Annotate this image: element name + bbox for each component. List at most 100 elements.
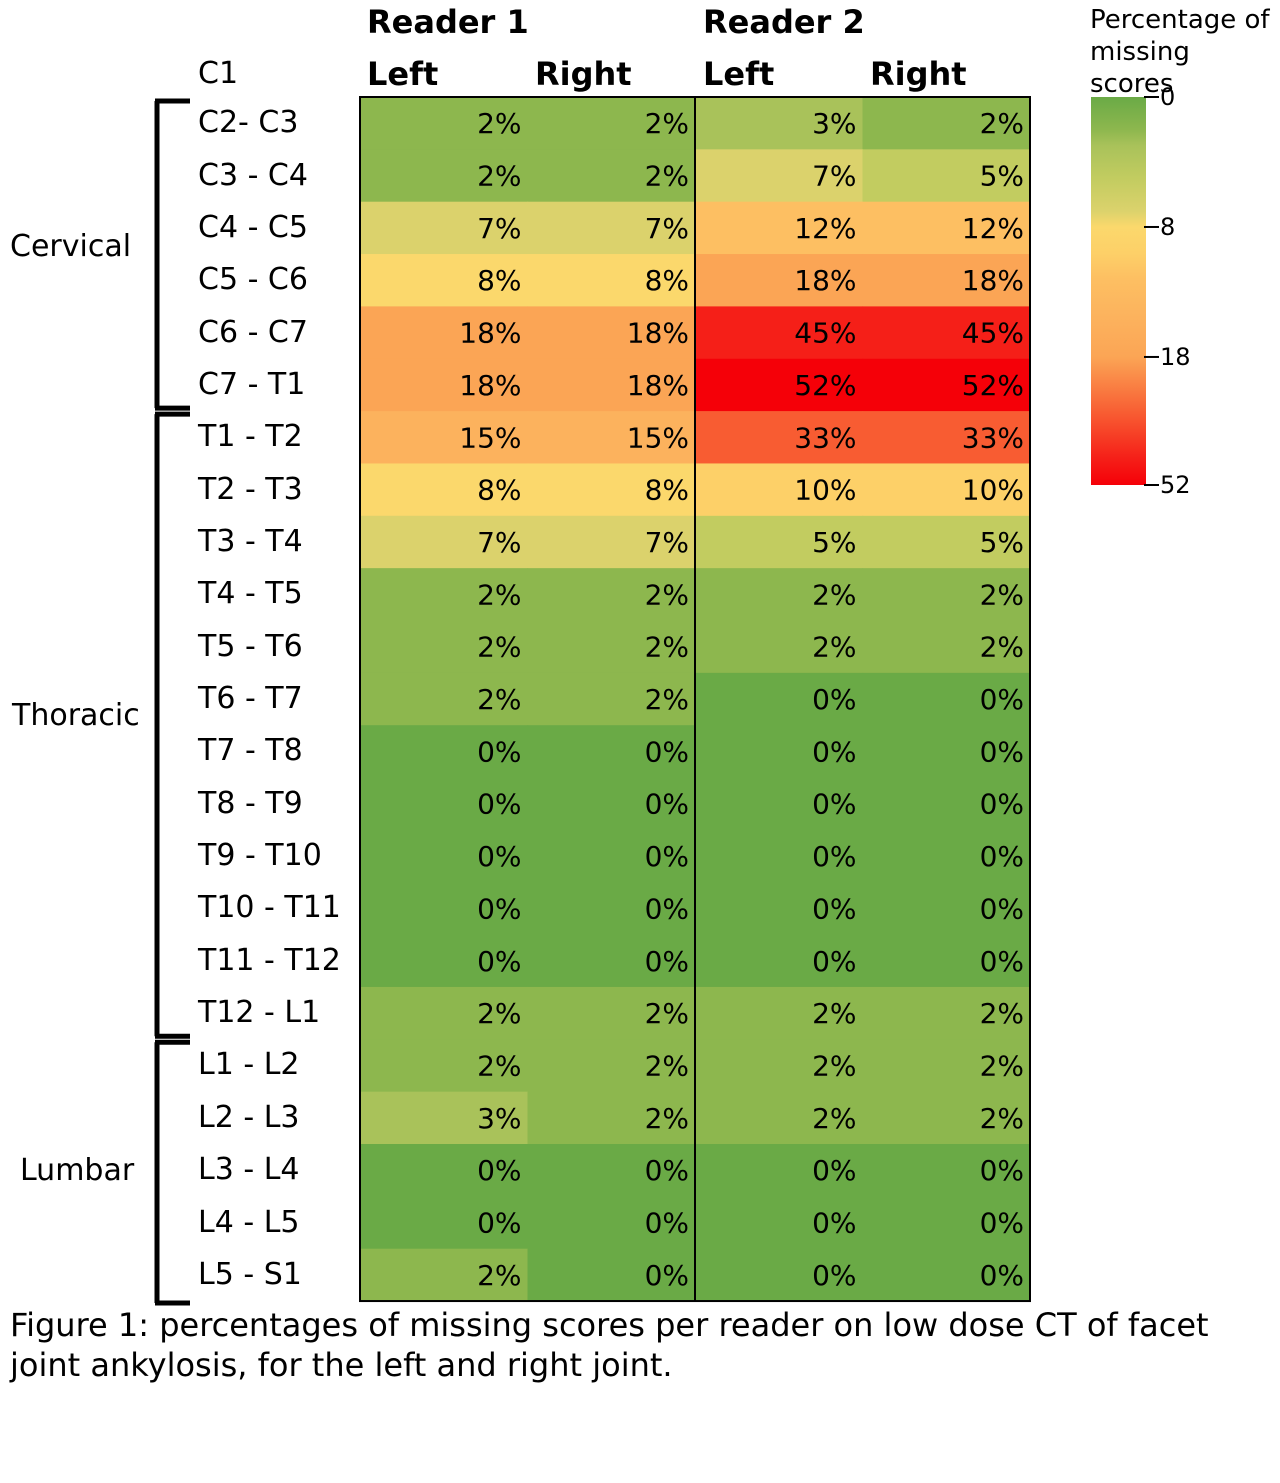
cell-value-label: 0% (812, 840, 856, 873)
cell-value-label: 0% (477, 840, 521, 873)
heatmap-cell (862, 1144, 1031, 1197)
cell-value-label: 2% (645, 1102, 689, 1135)
cell-value-label: 18% (459, 317, 521, 350)
cell-value-label: 2% (645, 997, 689, 1030)
heatmap-cell (695, 97, 864, 150)
heatmap-cell (695, 777, 864, 831)
heatmap-cell (862, 725, 1031, 779)
row-label: L3 - L4 (198, 1152, 300, 1188)
reader-2-left-header: Left (703, 55, 775, 93)
heatmap-cell (527, 934, 696, 988)
colorbar-tick-label: 52 (1160, 471, 1191, 499)
cell-value-label: 0% (980, 788, 1024, 821)
cell-value-label: 2% (980, 631, 1024, 664)
cell-value-label: 2% (645, 578, 689, 611)
cell-value-label: 0% (645, 1259, 689, 1292)
row-label: L5 - S1 (198, 1256, 302, 1292)
cell-value-label: 8% (645, 474, 689, 507)
row-label: T1 - T2 (198, 419, 303, 455)
heatmap-cell (360, 882, 529, 936)
cell-value-label: 12% (962, 212, 1024, 245)
cell-value-label: 8% (477, 264, 521, 297)
cell-value-label: 33% (794, 421, 856, 454)
heatmap-cell (862, 1196, 1031, 1250)
cell-value-label: 0% (477, 1207, 521, 1240)
cell-value-label: 12% (794, 212, 856, 245)
heatmap-cell (360, 777, 529, 831)
heatmap-cell (695, 1091, 864, 1145)
heatmap-cell (527, 986, 696, 1040)
heatmap-cell (695, 1248, 864, 1302)
cell-value-label: 45% (794, 317, 856, 350)
cell-value-label: 5% (980, 160, 1024, 193)
heatmap-cell (862, 515, 1031, 569)
cell-value-label: 0% (645, 945, 689, 978)
cell-value-label: 2% (477, 160, 521, 193)
cell-value-label: 2% (477, 683, 521, 716)
row-label: L2 - L3 (198, 1099, 300, 1135)
reader-2-header: Reader 2 (703, 3, 865, 41)
heatmap-cell (527, 1144, 696, 1197)
cell-value-label: 2% (477, 578, 521, 611)
heatmap-cell (527, 1039, 696, 1093)
heatmap-cell (695, 254, 864, 307)
cell-value-label: 18% (459, 369, 521, 402)
cell-value-label: 8% (477, 474, 521, 507)
heatmap-cell (862, 411, 1031, 465)
heatmap-cell (695, 986, 864, 1040)
heatmap-cell (862, 358, 1031, 412)
cell-value-label: 7% (477, 212, 521, 245)
heatmap-cell (527, 201, 696, 255)
heatmap-cell (360, 829, 529, 883)
heatmap-cell (360, 149, 529, 203)
heatmap-cell (695, 882, 864, 936)
heatmap-cell (360, 1248, 529, 1302)
heatmap-cell (360, 515, 529, 569)
cell-value-label: 0% (812, 1154, 856, 1187)
reader-1-right-header: Right (535, 55, 632, 93)
row-label: T10 - T11 (198, 890, 341, 926)
heatmap-cell (695, 829, 864, 883)
colorbar-tick-label: 18 (1160, 342, 1191, 371)
heatmap-cell (695, 1144, 864, 1197)
cell-value-label: 0% (980, 945, 1024, 978)
region-cervical-label: Cervical (10, 229, 132, 264)
cell-value-label: 18% (794, 264, 856, 297)
heatmap-cell (862, 1248, 1031, 1302)
row-label: T5 - T6 (198, 628, 303, 664)
cell-value-label: 0% (812, 1207, 856, 1240)
cell-value-label: 2% (477, 1049, 521, 1082)
cell-value-label: 0% (645, 1154, 689, 1187)
cell-value-label: 5% (812, 526, 856, 559)
cell-value-label: 2% (477, 107, 521, 140)
row-label: T12 - L1 (198, 995, 321, 1031)
heatmap-cell (360, 463, 529, 517)
cell-value-label: 0% (980, 683, 1024, 716)
cell-value-label: 0% (477, 945, 521, 978)
cell-value-label: 0% (645, 735, 689, 768)
heatmap-cell (527, 515, 696, 569)
cell-value-label: 33% (962, 421, 1024, 454)
cell-value-label: 0% (812, 892, 856, 925)
cell-value-label: 2% (980, 578, 1024, 611)
heatmap-cell (527, 672, 696, 726)
heatmap-cell (695, 358, 864, 412)
row-label: C6 - C7 (198, 314, 308, 350)
heatmap-cell (862, 672, 1031, 726)
cell-value-label: 0% (812, 683, 856, 716)
heatmap-cell (862, 463, 1031, 517)
cell-value-label: 7% (812, 160, 856, 193)
heatmap-cell (360, 1144, 529, 1197)
cell-value-label: 0% (980, 892, 1024, 925)
heatmap-cell (695, 1196, 864, 1250)
cell-value-label: 0% (812, 735, 856, 768)
region-lumbar-label: Lumbar (20, 1153, 135, 1188)
heatmap-cell (527, 1091, 696, 1145)
cell-value-label: 0% (980, 1207, 1024, 1240)
cell-value-label: 2% (645, 107, 689, 140)
heatmap-cell (360, 411, 529, 465)
cell-value-label: 0% (477, 735, 521, 768)
heatmap-cell (527, 777, 696, 831)
heatmap-cell (862, 201, 1031, 255)
